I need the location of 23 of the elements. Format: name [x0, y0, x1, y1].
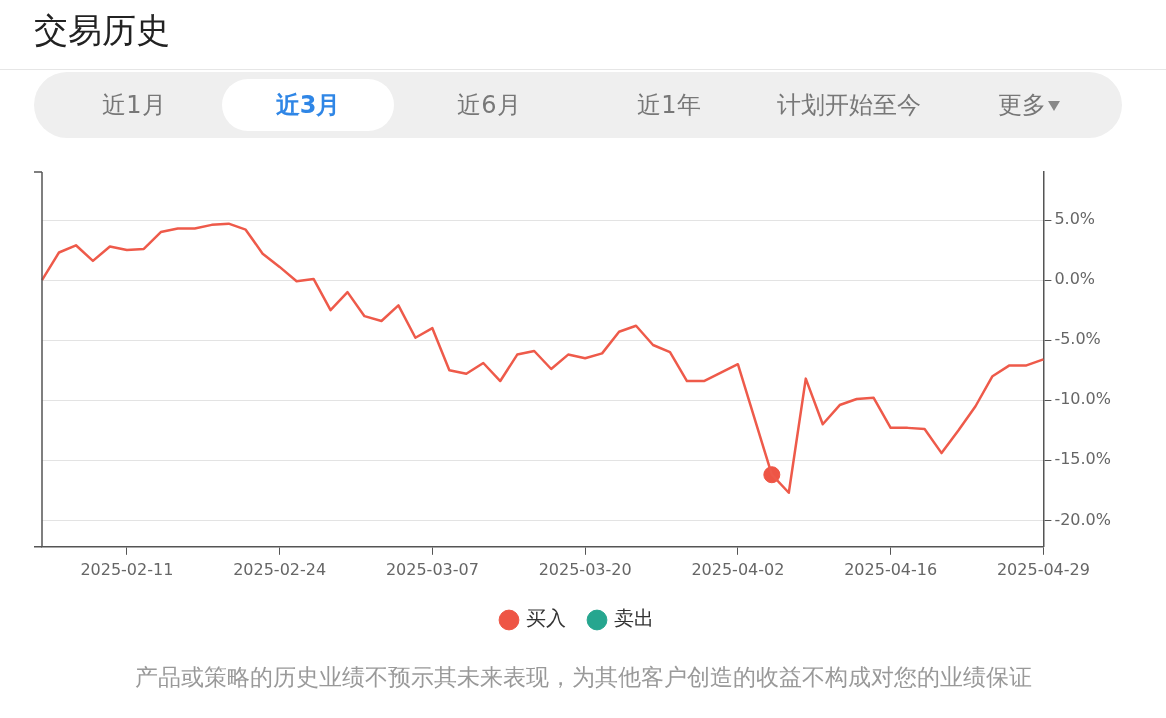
text: 近1月: [102, 91, 166, 119]
y-tick-label: 0.0%: [1054, 269, 1096, 289]
y-tick-label: -20.0%: [1054, 509, 1112, 529]
x-tick-label: 2025-04-16: [844, 559, 938, 579]
chart-title: 交易历史: [34, 9, 170, 52]
y-tick-label: -5.0%: [1054, 329, 1101, 349]
text: 近3月: [275, 91, 341, 119]
text: 更多: [998, 91, 1046, 119]
x-tick-label: 2025-02-24: [233, 559, 327, 579]
x-tick-label: 2025-03-07: [385, 559, 479, 579]
x-tick-label: 2025-02-11: [80, 559, 174, 579]
text: 产品或策略的历史业绩不预示其未来表现，为其他客户创造的收益不构成对您的业绩保证: [133, 663, 1033, 692]
text: 近6月: [457, 91, 521, 119]
y-tick-label: -10.0%: [1054, 389, 1112, 409]
x-tick-label: 2025-04-02: [691, 559, 785, 579]
legend-label: 买入: [526, 606, 566, 631]
legend-label: 卖出: [614, 606, 654, 631]
x-tick-label: 2025-04-29: [996, 559, 1090, 579]
y-tick-label: -15.0%: [1054, 449, 1112, 469]
text: 计划开始至今: [777, 91, 921, 119]
x-tick-label: 2025-03-20: [538, 559, 632, 579]
text: 近1年: [637, 91, 701, 119]
y-tick-label: 5.0%: [1054, 209, 1096, 229]
